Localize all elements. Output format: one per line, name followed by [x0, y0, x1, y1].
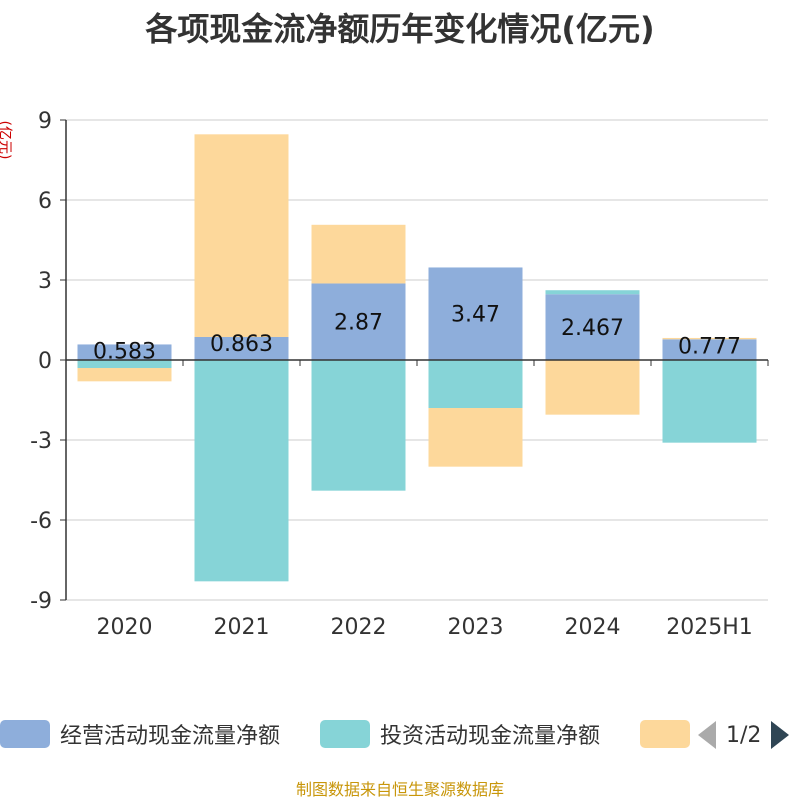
legend-item-financing[interactable]	[640, 716, 690, 752]
y-tick-label: 6	[38, 189, 52, 214]
bar-series3-2025H1	[662, 337, 757, 340]
bar-series2-2021	[194, 360, 289, 582]
bar-series2-2022	[311, 360, 406, 491]
bar-series1-2025H1	[662, 339, 757, 360]
bar-series3-2022	[311, 224, 406, 284]
data-label: 2.87	[334, 311, 383, 336]
x-tick-label: 2021	[214, 615, 270, 640]
legend-item-operating[interactable]: 经营活动现金流量净额	[0, 716, 280, 752]
prev-page-arrow-icon[interactable]	[698, 721, 716, 749]
y-tick-label: -6	[30, 509, 52, 534]
bar-series2-2020	[77, 360, 172, 368]
next-page-arrow-icon[interactable]	[771, 721, 790, 749]
bar-series1-2020	[77, 344, 172, 360]
bar-series3-2020	[77, 368, 172, 382]
legend-swatch-investing	[320, 720, 370, 748]
y-axis-unit: (亿元)	[0, 120, 13, 160]
y-tick-label: -3	[30, 429, 52, 454]
chart-canvas: 9 6 3 0 -3 -6 -9 2020 2021 2022 2023 2024 2025H1 0.58…	[30, 109, 769, 640]
bar-series2-2025H1	[662, 360, 757, 443]
bar-series1-2024	[545, 294, 640, 360]
legend-label-operating: 经营活动现金流量净额	[60, 724, 281, 749]
data-label: 0.583	[93, 339, 156, 364]
bar-series1-2023	[428, 267, 523, 360]
bar-series1-2022	[311, 283, 406, 360]
legend-page-indicator: 1/2	[726, 722, 762, 748]
legend: 经营活动现金流量净额 投资活动现金流量净额	[0, 716, 800, 756]
y-tick-label: -9	[30, 589, 52, 614]
y-tick-label: 9	[38, 109, 52, 134]
x-tick-label: 2024	[565, 615, 621, 640]
x-tick-label: 2023	[448, 615, 504, 640]
data-label: 3.47	[451, 303, 500, 328]
bar-series3-2023	[428, 408, 523, 467]
data-label: 2.467	[561, 316, 624, 341]
legend-label-investing: 投资活动现金流量净额	[380, 724, 601, 749]
data-label: 0.863	[210, 332, 273, 357]
data-source-note: 制图数据来自恒生聚源数据库	[295, 780, 504, 799]
y-tick-label: 0	[38, 349, 52, 374]
bar-series3-2021	[194, 134, 289, 337]
legend-swatch-financing	[640, 720, 690, 748]
bar-series3-2024	[545, 360, 640, 415]
y-tick-label: 3	[38, 269, 52, 294]
chart-title: 各项现金流净额历年变化情况(亿元)	[145, 10, 655, 48]
x-tick-label: 2025H1	[666, 615, 753, 640]
legend-swatch-operating	[0, 720, 50, 748]
legend-pager: 1/2	[698, 720, 790, 750]
bar-series2-2023	[428, 360, 523, 408]
bar-series1-2021	[194, 336, 289, 360]
data-label: 0.777	[678, 334, 741, 359]
legend-item-investing[interactable]: 投资活动现金流量净额	[320, 716, 600, 752]
x-tick-label: 2022	[331, 615, 387, 640]
bar-series2-2024	[545, 290, 640, 295]
x-tick-label: 2020	[97, 615, 153, 640]
